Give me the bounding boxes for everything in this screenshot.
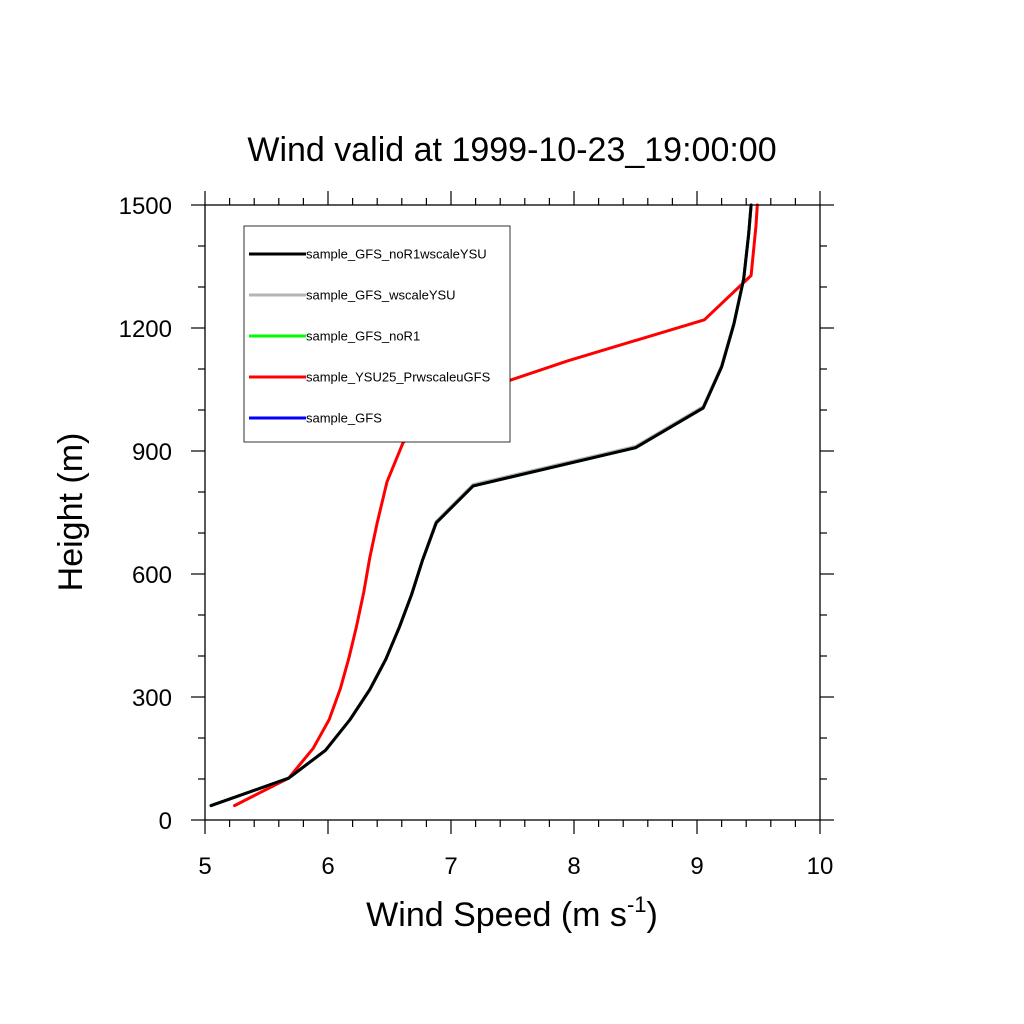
plot-frame [204,204,821,821]
x-tick-labels: 5 6 7 8 9 10 [198,853,833,880]
y-tick-label: 1200 [119,316,172,343]
x-tick-label: 5 [198,853,211,880]
legend-label: sample_GFS [306,411,382,426]
legend-label: sample_GFS_wscaleYSU [306,288,456,303]
y-tick-label: 300 [132,685,172,712]
x-axis-label-suffix: ) [647,896,658,934]
series-line-4 [209,203,753,808]
x-axis-label: Wind Speed (m s-1) [366,892,658,934]
legend-label: sample_GFS_noR1wscaleYSU [306,247,487,262]
y-axis-label: Height (m) [52,433,90,592]
legend-label: sample_YSU25_PrwscaleuGFS [306,370,491,385]
y-tick-label: 600 [132,562,172,589]
x-axis-label-superscript: -1 [627,892,647,917]
x-axis-label-main: Wind Speed (m s [366,896,627,934]
x-tick-label: 10 [807,853,834,880]
chart-title: Wind valid at 1999-10-23_19:00:00 [247,131,776,169]
x-tick-label: 7 [444,853,457,880]
y-tick-label: 0 [159,808,172,835]
tick-layer [191,191,834,834]
x-tick-label: 8 [567,853,580,880]
legend-items: sample_GFS_noR1wscaleYSU sample_GFS_wscal… [249,247,491,426]
series-line-2 [233,203,759,808]
legend: sample_GFS_noR1wscaleYSU sample_GFS_wscal… [243,225,511,443]
x-tick-label: 9 [690,853,703,880]
y-tick-labels: 0 300 600 900 1200 1500 [119,193,172,835]
y-tick-label: 1500 [119,193,172,220]
legend-label: sample_GFS_noR1 [306,329,420,344]
x-tick-label: 6 [321,853,334,880]
y-tick-label: 900 [132,439,172,466]
legend-box [243,225,511,443]
series-layer [209,203,759,808]
